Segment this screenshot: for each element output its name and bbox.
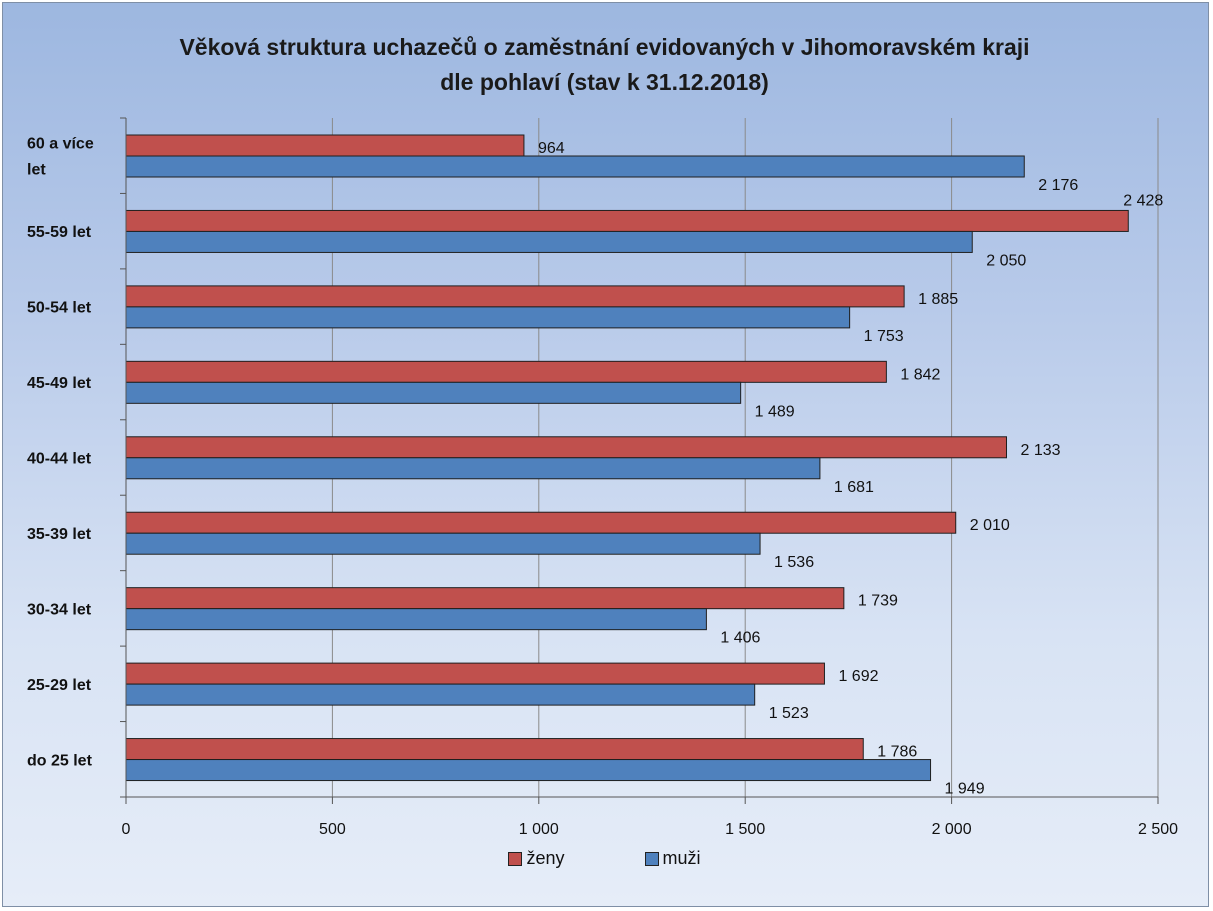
category-label-6: 30-34 let	[27, 601, 92, 618]
x-tick-label-1: 500	[319, 821, 346, 838]
bar-muzi-7	[125, 683, 756, 706]
bar-zeny-6	[125, 587, 845, 610]
legend-swatch-muzi	[644, 851, 659, 866]
data-label-zeny-1: 2 428	[1123, 192, 1163, 209]
data-label-muzi-4: 1 681	[834, 479, 874, 496]
category-label-7: 25-29 let	[27, 677, 92, 694]
data-label-zeny-5: 2 010	[970, 517, 1010, 534]
bar-muzi-0	[125, 155, 1025, 178]
data-label-muzi-8: 1 949	[945, 781, 985, 798]
bar-zeny-5	[125, 511, 957, 534]
data-label-zeny-2: 1 885	[918, 291, 958, 308]
bar-muzi-4	[125, 457, 821, 480]
category-label-2: 50-54 let	[27, 300, 92, 317]
legend-label-zeny: ženy	[526, 848, 565, 868]
data-label-zeny-7: 1 692	[838, 668, 878, 685]
data-label-muzi-7: 1 523	[769, 705, 809, 722]
legend-label-muzi: muži	[662, 848, 701, 868]
data-label-zeny-4: 2 133	[1021, 442, 1061, 459]
bar-muzi-1	[125, 230, 973, 253]
bar-zeny-8	[125, 738, 864, 761]
data-label-muzi-0: 2 176	[1038, 177, 1078, 194]
category-label-4: 40-44 let	[27, 451, 92, 468]
x-tick-label-4: 2 000	[932, 821, 972, 838]
bar-zeny-1	[125, 209, 1129, 232]
data-label-muzi-3: 1 489	[755, 403, 795, 420]
bar-muzi-3	[125, 381, 742, 404]
legend-item-muzi: muži	[644, 848, 701, 869]
bar-muzi-8	[125, 759, 932, 782]
data-label-zeny-8: 1 786	[877, 744, 917, 761]
bar-muzi-2	[125, 306, 851, 329]
category-label-5: 35-39 let	[27, 526, 92, 543]
data-label-muzi-2: 1 753	[864, 328, 904, 345]
category-label-8: do 25 let	[27, 752, 93, 769]
bar-muzi-6	[125, 608, 707, 631]
bar-zeny-7	[125, 662, 825, 685]
category-label-0-line-2: let	[27, 162, 46, 179]
data-label-muzi-1: 2 050	[986, 252, 1026, 269]
bar-zeny-3	[125, 360, 887, 383]
chart-title-line-2: dle pohlaví (stav k 31.12.2018)	[440, 69, 769, 95]
category-label-3: 45-49 let	[27, 375, 92, 392]
data-label-zeny-0: 964	[538, 140, 565, 157]
data-label-zeny-3: 1 842	[900, 366, 940, 383]
legend: ženy muži	[0, 848, 1209, 869]
legend-swatch-zeny	[508, 851, 523, 866]
x-tick-label-5: 2 500	[1138, 821, 1178, 838]
x-tick-label-3: 1 500	[725, 821, 765, 838]
chart-title: Věková struktura uchazečů o zaměstnání e…	[0, 30, 1209, 100]
legend-item-zeny: ženy	[508, 848, 565, 869]
data-label-muzi-5: 1 536	[774, 554, 814, 571]
category-label-1: 55-59 let	[27, 224, 92, 241]
x-tick-label-0: 0	[122, 821, 131, 838]
data-label-muzi-6: 1 406	[720, 630, 760, 647]
category-label-0-line-1: 60 a více	[27, 136, 94, 153]
bar-zeny-2	[125, 285, 905, 308]
data-label-zeny-6: 1 739	[858, 593, 898, 610]
x-tick-label-2: 1 000	[519, 821, 559, 838]
chart-title-line-1: Věková struktura uchazečů o zaměstnání e…	[179, 34, 1030, 60]
bar-zeny-4	[125, 436, 1008, 459]
bar-muzi-5	[125, 532, 761, 555]
bar-zeny-0	[125, 134, 525, 157]
